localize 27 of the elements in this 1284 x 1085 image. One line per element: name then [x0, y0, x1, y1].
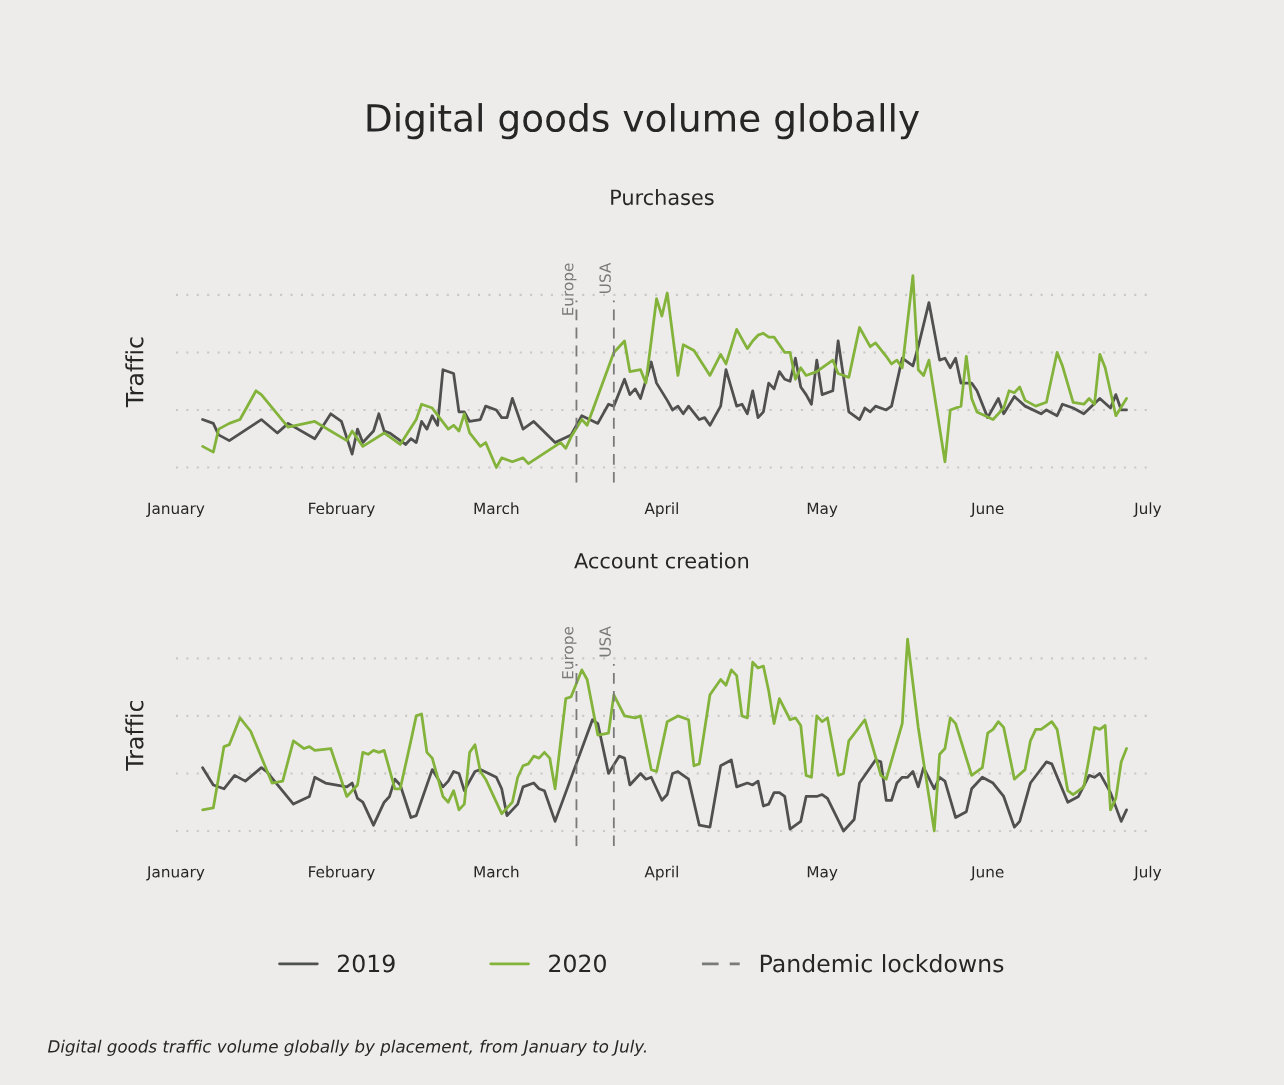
x-tick-label: April [644, 502, 678, 518]
text: Pandemic lockdowns [760, 954, 1004, 973]
y-axis-title: Traffic [125, 700, 144, 771]
x-tick-label: February [309, 502, 375, 518]
x-tick-label: February [309, 865, 375, 881]
ref-line-label: USA [599, 262, 611, 293]
x-tick-label: March [474, 865, 519, 878]
x-tick-label: January [146, 866, 205, 881]
x-tick-label: May [807, 502, 838, 518]
legend-label: 2019 [337, 954, 395, 973]
x-tick-label: January [146, 502, 205, 518]
chart-subtitle: Purchases [611, 189, 714, 206]
chart-subtitle: Account creation [574, 552, 749, 569]
text: Digital goods traffic volume globally by placement, from January to July. [47, 1039, 646, 1056]
ref-line-label: Europe [562, 263, 577, 315]
ref-line-label: Europe [562, 626, 577, 679]
chart-title: Digital goods volume globally [367, 103, 920, 140]
x-tick-label: March [474, 502, 519, 515]
y-axis-title: Traffic [125, 337, 144, 408]
x-tick-label: May [807, 866, 838, 881]
x-tick-label: June [970, 866, 1004, 881]
ref-line-label: USA [599, 626, 611, 657]
x-tick-label: April [644, 865, 678, 881]
x-tick-label: June [970, 502, 1004, 517]
x-tick-label: July [1133, 865, 1162, 881]
x-tick-label: July [1133, 502, 1162, 518]
legend-label: 2020 [549, 954, 606, 973]
